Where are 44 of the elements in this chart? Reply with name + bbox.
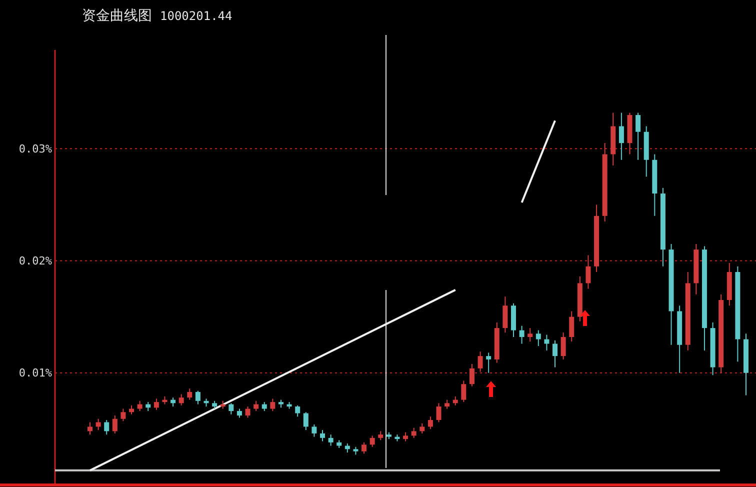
candlestick xyxy=(370,435,375,448)
candlestick xyxy=(254,400,259,412)
candlestick xyxy=(154,398,159,410)
candlestick xyxy=(120,408,126,422)
candlestick xyxy=(528,328,533,342)
chart-title: 资金曲线图 xyxy=(82,8,152,24)
y-tick-label: 0.02% xyxy=(18,254,52,268)
candlestick xyxy=(411,427,416,438)
candlestick xyxy=(536,330,541,346)
candlestick xyxy=(270,398,276,412)
candlestick xyxy=(295,404,300,418)
candlestick xyxy=(428,416,433,430)
candlestick xyxy=(586,254,591,290)
candlestick xyxy=(178,394,184,406)
candlestick xyxy=(569,310,574,342)
candlestick xyxy=(195,390,200,405)
candlestick xyxy=(88,422,92,436)
candlestick xyxy=(362,442,367,454)
candlestick xyxy=(560,332,566,360)
y-tick-label: 0.03% xyxy=(18,142,52,156)
candlestick xyxy=(137,400,142,412)
candlestick xyxy=(187,388,192,400)
candlestick xyxy=(104,419,110,436)
candlestick xyxy=(303,412,308,431)
candlestick xyxy=(552,340,558,368)
candlestick xyxy=(228,402,234,415)
candlestick xyxy=(461,380,466,403)
candlestick xyxy=(469,363,474,387)
candlestick xyxy=(96,418,101,431)
candlestick xyxy=(112,414,118,434)
candlestick xyxy=(502,296,508,334)
candlestick xyxy=(519,325,524,344)
candlestick xyxy=(436,402,442,423)
candlestick xyxy=(618,112,624,160)
candlestick xyxy=(312,424,317,438)
candlestick xyxy=(328,434,334,446)
candlestick xyxy=(420,422,425,434)
candlestick xyxy=(245,406,250,418)
chart-subtitle: 1000201.44 xyxy=(160,9,232,23)
candlestick xyxy=(478,351,483,372)
candlestick xyxy=(320,430,326,442)
candlestick xyxy=(636,112,641,160)
candlestick xyxy=(486,352,492,374)
y-tick-label: 0.01% xyxy=(18,366,52,380)
